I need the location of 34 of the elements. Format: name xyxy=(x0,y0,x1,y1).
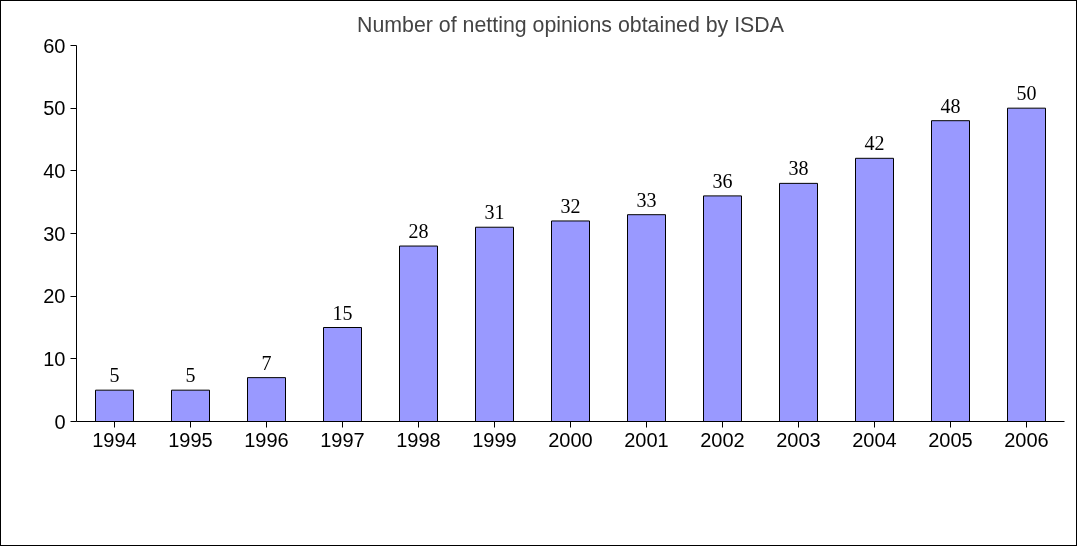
data-label: 31 xyxy=(484,201,505,224)
y-tick-label: 40 xyxy=(43,159,66,182)
y-tick-label: 0 xyxy=(54,410,66,433)
x-tick-label: 2006 xyxy=(1004,428,1049,451)
x-tick-label: 2000 xyxy=(548,428,593,451)
x-tick-label: 2002 xyxy=(700,428,745,451)
y-tick-label: 10 xyxy=(43,347,66,370)
data-label: 32 xyxy=(560,194,581,217)
x-tick-label: 2003 xyxy=(776,428,821,451)
data-label: 48 xyxy=(940,94,961,117)
data-label: 28 xyxy=(408,220,429,243)
data-label: 5 xyxy=(109,364,120,387)
chart-title: Number of netting opinions obtained by ISDA xyxy=(357,12,785,37)
data-label: 50 xyxy=(1016,82,1037,105)
x-tick-label: 1999 xyxy=(472,428,517,451)
y-tick-label: 30 xyxy=(43,222,66,245)
y-tick-label: 50 xyxy=(43,97,66,120)
x-tick-label: 2005 xyxy=(928,428,973,451)
x-tick-label: 1995 xyxy=(168,428,213,451)
x-tick-label: 2001 xyxy=(624,428,669,451)
y-tick-label: 20 xyxy=(43,285,66,308)
x-tick-label: 1998 xyxy=(396,428,441,451)
data-label: 33 xyxy=(636,188,657,211)
y-tick-label: 60 xyxy=(43,34,66,57)
x-tick-label: 1997 xyxy=(320,428,365,451)
data-label: 5 xyxy=(185,364,196,387)
x-tick-label: 1994 xyxy=(92,428,137,451)
data-label: 38 xyxy=(788,157,809,180)
x-tick-label: 1996 xyxy=(244,428,289,451)
x-tick-label: 2004 xyxy=(852,428,897,451)
data-label: 42 xyxy=(864,132,885,155)
data-label: 15 xyxy=(332,301,353,324)
data-label: 36 xyxy=(712,169,733,192)
data-label: 7 xyxy=(261,351,272,374)
